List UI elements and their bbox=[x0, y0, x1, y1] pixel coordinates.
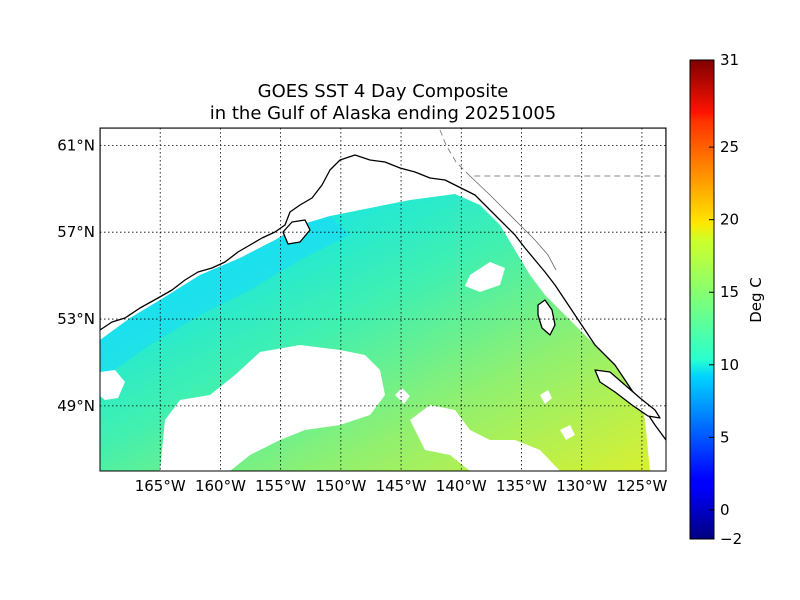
graticule bbox=[100, 128, 666, 471]
latitude-label: 57°N bbox=[57, 223, 95, 241]
colorbar-label: Deg C bbox=[747, 277, 765, 323]
border-line bbox=[439, 129, 666, 177]
colorbar-tick-label: 31 bbox=[720, 51, 739, 69]
longitude-label: 130°W bbox=[556, 477, 607, 495]
longitude-label: 140°W bbox=[436, 477, 487, 495]
longitude-labels: 165°W 160°W 155°W 150°W 145°W 140°W 135°W 130°W… bbox=[135, 477, 668, 495]
longitude-label: 150°W bbox=[315, 477, 366, 495]
latitude-label: 61°N bbox=[57, 136, 95, 154]
latitude-labels: 61°N 57°N 53°N 49°N bbox=[57, 136, 95, 415]
colorbar-tick-label: 10 bbox=[720, 356, 739, 374]
colorbar bbox=[689, 59, 715, 540]
coastline bbox=[100, 128, 666, 441]
longitude-label: 155°W bbox=[255, 477, 306, 495]
colorbar-tick-label: 0 bbox=[720, 501, 730, 519]
colorbar-tick-label: 25 bbox=[720, 138, 739, 156]
map-title-line-1: GOES SST 4 Day Composite bbox=[257, 81, 509, 102]
cloud-gaps bbox=[100, 262, 575, 471]
colorbar-tick-label: 20 bbox=[720, 211, 739, 229]
longitude-label: 160°W bbox=[195, 477, 246, 495]
province-border bbox=[469, 175, 557, 271]
colorbar-ticks: 31 25 20 15 10 5 0 −2 bbox=[709, 51, 742, 548]
longitude-label: 165°W bbox=[135, 477, 186, 495]
latitude-label: 53°N bbox=[57, 310, 95, 328]
map-area bbox=[100, 128, 666, 471]
longitude-label: 145°W bbox=[376, 477, 427, 495]
colorbar-tick-label: 5 bbox=[720, 428, 730, 446]
longitude-label: 135°W bbox=[496, 477, 547, 495]
colorbar-tick-label: −2 bbox=[720, 530, 742, 548]
map-title-line-2: in the Gulf of Alaska ending 20251005 bbox=[209, 103, 557, 124]
latitude-label: 49°N bbox=[57, 397, 95, 415]
map-frame bbox=[99, 127, 667, 472]
longitude-label: 125°W bbox=[616, 477, 667, 495]
colorbar-tick-label: 15 bbox=[720, 283, 739, 301]
